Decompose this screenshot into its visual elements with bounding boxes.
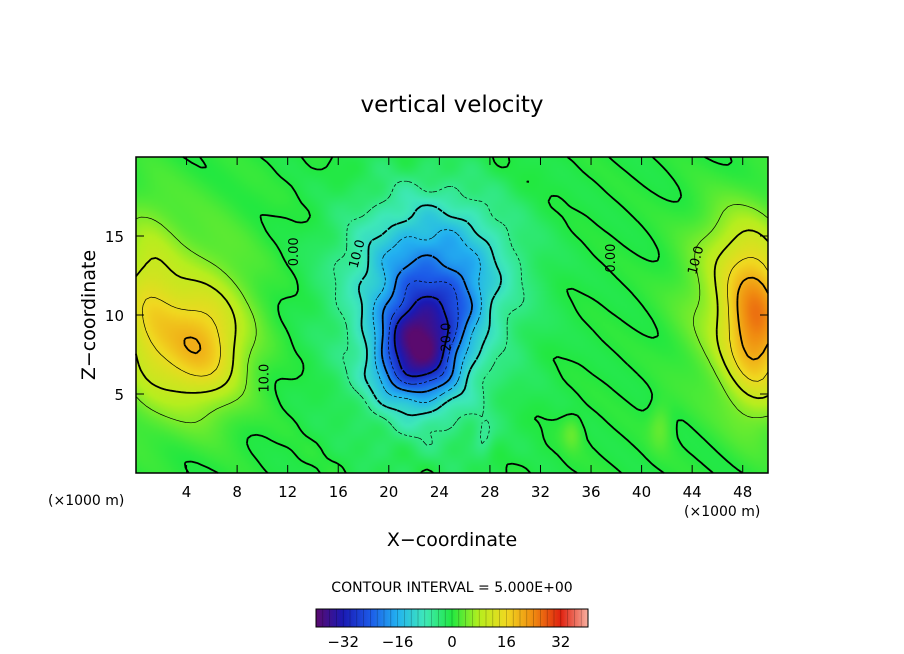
x-unit-label-left: (×1000 m) <box>48 493 124 509</box>
contour-line <box>135 229 769 400</box>
contour-line <box>388 280 459 385</box>
contour-labels: 0.00 10.0 20.0 0.00 10.0 10.0 <box>258 237 708 392</box>
x-tick-label: 16 <box>329 483 348 501</box>
contour-label: 10.0 <box>347 238 369 270</box>
x-axis: 4 8 12 16 20 24 28 32 36 40 44 48 <box>182 157 752 501</box>
colorbar-gradient <box>315 608 589 628</box>
x-tick-label: 48 <box>733 483 752 501</box>
contour-line <box>380 254 473 394</box>
colorbar-tick-label: 16 <box>497 633 516 651</box>
contour-label: 0.00 <box>287 237 302 266</box>
contour-label: 10.0 <box>258 364 273 393</box>
x-tick-label: 24 <box>430 483 449 501</box>
x-tick-label: 36 <box>581 483 600 501</box>
contour-line <box>393 295 450 378</box>
x-axis-label: X−coordinate <box>387 529 517 551</box>
contour-line <box>333 180 525 446</box>
x-tick-label: 4 <box>182 483 192 501</box>
colorbar-tick-label: 0 <box>447 633 457 651</box>
colorbar-tick-label: −16 <box>382 633 414 651</box>
y-axis-label: Z−coordinate <box>78 250 100 380</box>
x-tick-label: 32 <box>531 483 550 501</box>
y-tick-label: 15 <box>105 228 124 246</box>
contour-line <box>372 229 482 403</box>
contour-label: 10.0 <box>685 244 707 276</box>
colorbar-tick-label: −32 <box>327 633 359 651</box>
contour-line <box>135 204 769 424</box>
colorbar: −32 −16 0 16 32 <box>315 608 589 651</box>
colorbar-ticks: −32 −16 0 16 32 <box>327 633 570 651</box>
colorbar-tick-label: 32 <box>551 633 570 651</box>
x-tick-label: 28 <box>480 483 499 501</box>
y-tick-label: 5 <box>114 386 124 404</box>
x-tick-label: 40 <box>632 483 651 501</box>
contour-label: 0.00 <box>604 244 619 273</box>
contour-interval-label: CONTOUR INTERVAL = 5.000E+00 <box>331 580 572 596</box>
contour-line <box>182 156 744 474</box>
contour-label: 20.0 <box>440 323 455 352</box>
x-tick-label: 44 <box>683 483 702 501</box>
y-axis: 5 10 15 <box>105 228 768 404</box>
x-tick-label: 20 <box>379 483 398 501</box>
contour-line <box>357 204 503 417</box>
x-unit-label-right: (×1000 m) <box>684 504 760 520</box>
plot-area: 0.00 10.0 20.0 0.00 10.0 10.0 <box>135 156 769 474</box>
colorbar-divisions <box>322 609 582 627</box>
velocity-field <box>136 157 768 473</box>
x-tick-label: 12 <box>278 483 297 501</box>
y-tick-label: 10 <box>105 307 124 325</box>
chart-title: vertical velocity <box>361 92 544 118</box>
x-tick-label: 8 <box>232 483 242 501</box>
contour-lines <box>135 156 769 474</box>
